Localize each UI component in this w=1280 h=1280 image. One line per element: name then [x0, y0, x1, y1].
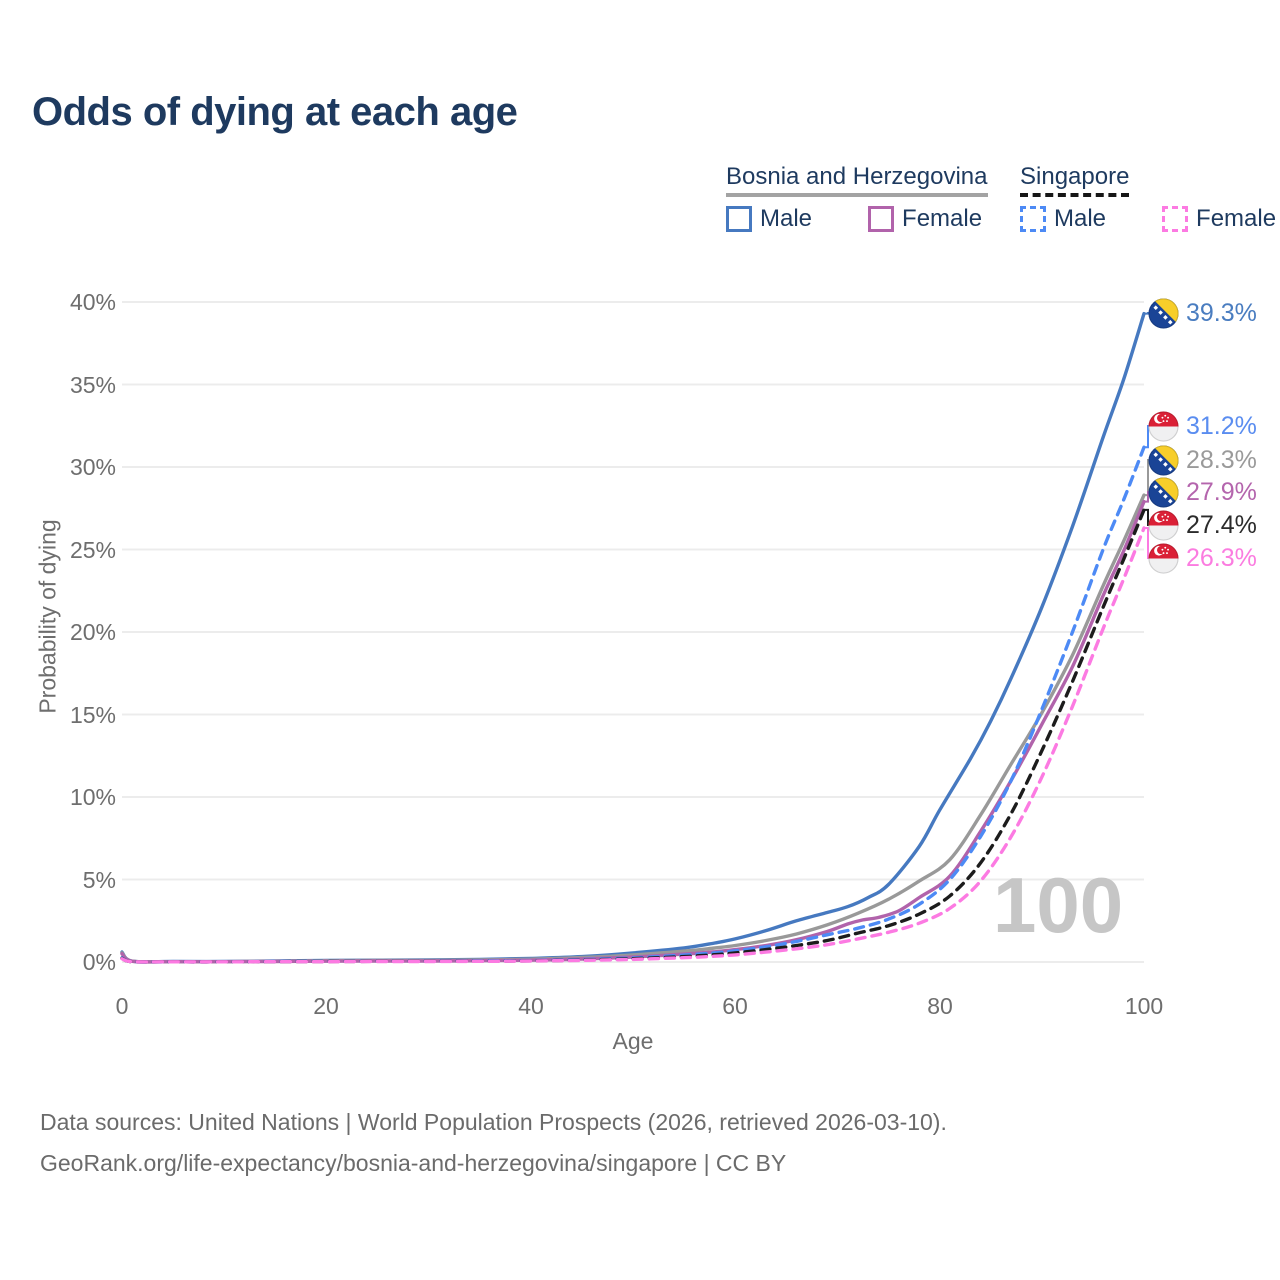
legend-label-female: Female — [902, 205, 983, 232]
legend-item-singapore-male[interactable]: Male — [1020, 205, 1106, 233]
x-axis-title: Age — [612, 1028, 654, 1054]
x-tick-label: 0 — [115, 993, 129, 1019]
x-tick-label: 100 — [1124, 993, 1164, 1019]
end-label-value: 39.3% — [1186, 298, 1257, 327]
end-label-value: 27.9% — [1186, 477, 1257, 506]
bosnia-herzegovina-flag-icon — [1148, 476, 1179, 508]
end-label-value: 27.4% — [1186, 510, 1257, 539]
x-tick-label: 80 — [927, 993, 953, 1019]
end-label-singapore-male: 31.2% — [1148, 410, 1257, 442]
y-tick-label: 10% — [69, 784, 116, 810]
end-label-singapore-total: 27.4% — [1148, 509, 1257, 541]
x-tick-label: 60 — [722, 993, 748, 1019]
page-title: Odds of dying at each age — [32, 90, 518, 134]
bosnia-herzegovina-flag-icon — [1148, 444, 1179, 476]
end-label-bosnia-and-herzegovina-total: 28.3% — [1148, 444, 1257, 476]
singapore-flag-icon — [1148, 509, 1179, 541]
bosnia-herzegovina-flag-icon — [1148, 297, 1179, 329]
data-sources-line: Data sources: United Nations | World Pop… — [40, 1109, 947, 1135]
legend-checkbox-singapore-female[interactable] — [1162, 206, 1189, 232]
x-tick-label: 20 — [313, 993, 339, 1019]
legend-checkbox-singapore-male[interactable] — [1020, 206, 1046, 232]
y-tick-label: 25% — [69, 537, 116, 563]
line-bosnia-and-herzegovina-male — [120, 311, 1146, 964]
end-label-value: 31.2% — [1186, 411, 1257, 440]
singapore-flag-icon — [1148, 410, 1179, 442]
line-bosnia-and-herzegovina-total — [120, 493, 1146, 964]
legend-group-bosnia: Bosnia and Herzegovina Male Female — [726, 163, 988, 233]
end-label-value: 26.3% — [1186, 543, 1257, 572]
legend-country-bosnia: Bosnia and Herzegovina — [726, 163, 988, 197]
y-tick-label: 40% — [69, 289, 116, 315]
y-tick-label: 5% — [82, 867, 116, 893]
line-singapore-female — [120, 526, 1146, 964]
end-label-singapore-female: 26.3% — [1148, 542, 1257, 574]
line-bosnia-and-herzegovina-female — [120, 499, 1146, 964]
legend-label-female: Female — [1196, 205, 1277, 232]
legend-country-singapore: Singapore — [1020, 163, 1130, 197]
legend-group-singapore: Singapore Male Female — [1020, 163, 1276, 233]
y-tick-label: 15% — [69, 702, 116, 728]
legend-item-bosnia-male[interactable]: Male — [726, 205, 812, 233]
legend-label-male: Male — [1054, 205, 1107, 232]
legend-item-bosnia-female[interactable]: Female — [868, 205, 982, 233]
end-label-bosnia-and-herzegovina-male: 39.3% — [1148, 297, 1257, 329]
y-tick-label: 0% — [82, 949, 116, 975]
legend-item-singapore-female[interactable]: Female — [1162, 205, 1276, 233]
line-singapore-male — [120, 445, 1146, 964]
line-singapore-total — [120, 508, 1146, 964]
y-tick-label: 20% — [69, 619, 116, 645]
end-label-value: 28.3% — [1186, 445, 1257, 474]
x-tick-label: 40 — [518, 993, 544, 1019]
y-axis-title: Probability of dying — [34, 519, 61, 714]
legend-label-male: Male — [760, 205, 813, 232]
legend-checkbox-bosnia-female[interactable] — [868, 206, 895, 232]
y-tick-label: 30% — [69, 454, 116, 480]
singapore-flag-icon — [1148, 542, 1179, 574]
legend-checkbox-bosnia-male[interactable] — [726, 206, 752, 232]
attribution-line: GeoRank.org/life-expectancy/bosnia-and-h… — [40, 1150, 787, 1176]
y-tick-label: 35% — [69, 372, 116, 398]
end-label-bosnia-and-herzegovina-female: 27.9% — [1148, 476, 1257, 508]
watermark-age-100: 100 — [993, 861, 1124, 949]
